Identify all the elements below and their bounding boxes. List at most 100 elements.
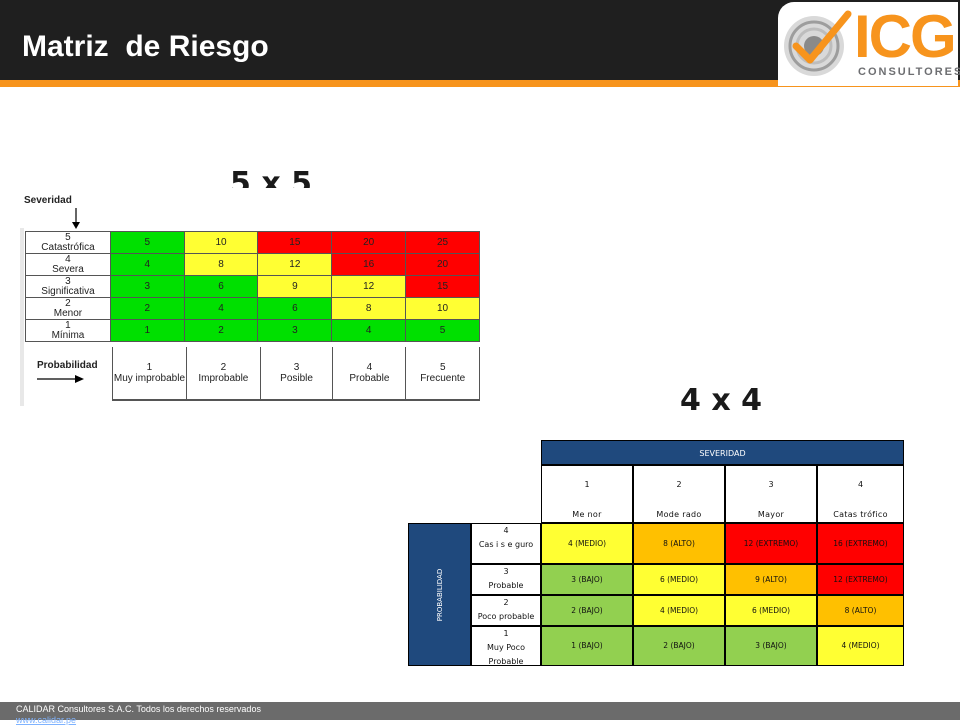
company-logo: ICG CONSULTORES bbox=[778, 2, 960, 86]
risk-cell: 5 bbox=[109, 231, 185, 254]
risk-cell: 6 (MEDIO) bbox=[725, 595, 817, 626]
risk-cell: 4 (MEDIO) bbox=[817, 626, 904, 666]
probability-row-text: Muy Poco bbox=[487, 643, 525, 652]
risk-cell: 9 bbox=[257, 275, 333, 298]
severity-level-number: 2 bbox=[676, 480, 682, 489]
probability-column-label: 1 Muy improbable bbox=[112, 347, 187, 401]
severity-level-number: 4 bbox=[857, 480, 864, 489]
probability-level-name: Frecuente bbox=[420, 373, 466, 384]
risk-cell: 16 (EXTREMO) bbox=[817, 523, 904, 564]
severity-level-number: 4 bbox=[65, 253, 71, 265]
matrix-row: 5 Catastrófica 5 10 15 20 25 bbox=[25, 231, 480, 254]
severity-level-name: Menor bbox=[53, 307, 83, 319]
risk-cell: 2 bbox=[109, 297, 185, 320]
risk-cell: 12 (EXTREMO) bbox=[817, 564, 904, 595]
matrix-shadow bbox=[20, 228, 24, 406]
grid4-label: 4 x 4 bbox=[680, 383, 762, 418]
footer-copyright: CALIDAR Consultores S.A.C. Todos los der… bbox=[16, 704, 261, 714]
risk-cell: 10 bbox=[405, 297, 480, 320]
risk-cell: 3 (BAJO) bbox=[725, 626, 817, 666]
severity-column-header: 2 Mode rado bbox=[633, 465, 725, 523]
probability-row-text: Probable bbox=[488, 657, 524, 666]
probability-row-text: Poco probable bbox=[477, 612, 535, 621]
probability-axis-label: Probabilidad bbox=[37, 360, 98, 371]
probability-level-name: Improbable bbox=[198, 373, 249, 384]
probability-header: PROBABILIDAD bbox=[435, 568, 444, 621]
severity-row-label: 1 Mínima bbox=[25, 319, 111, 342]
risk-cell: 15 bbox=[405, 275, 480, 298]
matrix-row: 3 Significativa 3 6 9 12 15 bbox=[25, 275, 480, 298]
risk-cell: 4 bbox=[331, 319, 407, 342]
probability-column-label: 3 Posible bbox=[259, 347, 334, 401]
risk-cell: 10 bbox=[183, 231, 259, 254]
probability-level-number: 3 bbox=[293, 362, 300, 373]
severity-level-number: 1 bbox=[65, 319, 71, 331]
risk-cell: 3 bbox=[109, 275, 185, 298]
risk-cell: 4 (MEDIO) bbox=[541, 523, 633, 564]
severity-row-label: 5 Catastrófica bbox=[25, 231, 111, 254]
footer-bar: CALIDAR Consultores S.A.C. Todos los der… bbox=[0, 702, 960, 725]
severity-row-label: 3 Significativa bbox=[25, 275, 111, 298]
risk-cell: 16 bbox=[331, 253, 407, 276]
severity-level-number: 3 bbox=[768, 480, 774, 489]
footer-website-link[interactable]: www.calidar.pe bbox=[16, 715, 77, 725]
probability-row-label: 1 Muy Poco Probable bbox=[471, 626, 541, 666]
severity-row-label: 4 Severa bbox=[25, 253, 111, 276]
probability-level-name: Posible bbox=[280, 373, 313, 384]
probability-row-text: Probable bbox=[488, 581, 524, 590]
risk-cell: 3 (BAJO) bbox=[541, 564, 633, 595]
probability-level-number: 1 bbox=[146, 362, 153, 373]
matrix-row: 1 Mínima 1 2 3 4 5 bbox=[25, 319, 480, 342]
probability-band: PROBABILIDAD bbox=[408, 523, 471, 666]
severity-level-name: Mode rado bbox=[656, 510, 702, 519]
probability-row-text: 1 bbox=[503, 629, 509, 638]
risk-cell: 2 (BAJO) bbox=[633, 626, 725, 666]
severity-level-name: Catastrófica bbox=[41, 241, 95, 253]
risk-cell: 6 bbox=[183, 275, 259, 298]
probability-column-label: 5 Frecuente bbox=[405, 347, 480, 401]
severity-level-name: Severa bbox=[52, 263, 84, 275]
risk-cell: 8 (ALTO) bbox=[817, 595, 904, 626]
severity-level-name: Me nor bbox=[572, 510, 602, 519]
severity-row-label: 2 Menor bbox=[25, 297, 111, 320]
risk-cell: 20 bbox=[405, 253, 480, 276]
severity-level-number: 5 bbox=[65, 231, 71, 243]
risk-cell: 6 bbox=[257, 297, 333, 320]
probability-level-number: 4 bbox=[366, 362, 373, 373]
severity-grid: 5 Catastrófica 5 10 15 20 25 4 Severa 4 8 12 16 20 3 Si… bbox=[25, 231, 480, 342]
arrow-down-icon bbox=[72, 208, 80, 229]
severity-axis-label: Severidad bbox=[24, 195, 72, 206]
arrow-right-icon bbox=[37, 375, 84, 383]
severity-column-header: 4 Catas trófico bbox=[817, 465, 904, 523]
probability-row-text: 3 bbox=[503, 567, 509, 576]
severity-level-name: Significativa bbox=[41, 285, 95, 297]
risk-cell: 12 bbox=[331, 275, 407, 298]
risk-cell: 6 (MEDIO) bbox=[633, 564, 725, 595]
probability-row-text: 4 bbox=[503, 526, 509, 535]
probability-row-text: Cas i s e guro bbox=[478, 540, 534, 549]
risk-cell: 12 (EXTREMO) bbox=[725, 523, 817, 564]
probability-row-label: 2 Poco probable bbox=[471, 595, 541, 626]
risk-cell: 8 bbox=[183, 253, 259, 276]
risk-cell: 4 bbox=[183, 297, 259, 320]
logo-wordmark: ICG bbox=[854, 3, 957, 70]
check-seal-icon bbox=[784, 10, 852, 76]
probability-level-name: Muy improbable bbox=[113, 373, 186, 384]
risk-cell: 12 bbox=[257, 253, 333, 276]
risk-cell: 4 bbox=[109, 253, 185, 276]
risk-cell: 2 (BAJO) bbox=[541, 595, 633, 626]
severity-level-number: 3 bbox=[65, 275, 71, 287]
risk-matrix-5x5: Severidad 5 Catastrófica 5 10 15 20 25 4 Severa 4… bbox=[20, 188, 480, 410]
risk-cell: 8 (ALTO) bbox=[633, 523, 725, 564]
logo-subtitle: CONSULTORES bbox=[858, 66, 960, 78]
risk-cell: 3 bbox=[257, 319, 333, 342]
probability-level-number: 5 bbox=[439, 362, 446, 373]
severity-column-header: 1 Me nor bbox=[541, 465, 633, 523]
probability-column-label: 2 Improbable bbox=[185, 347, 261, 401]
header-accent-stripe bbox=[0, 80, 960, 87]
probability-columns: 1 Muy improbable 2 Improbable 3 Posible 4 Proba… bbox=[112, 347, 480, 401]
matrix-row: 2 Menor 2 4 6 8 10 bbox=[25, 297, 480, 320]
matrix-row: 4 Severa 4 8 12 16 20 bbox=[25, 253, 480, 276]
severity-header: SEVERIDAD bbox=[541, 440, 904, 465]
probability-level-number: 2 bbox=[220, 362, 227, 373]
